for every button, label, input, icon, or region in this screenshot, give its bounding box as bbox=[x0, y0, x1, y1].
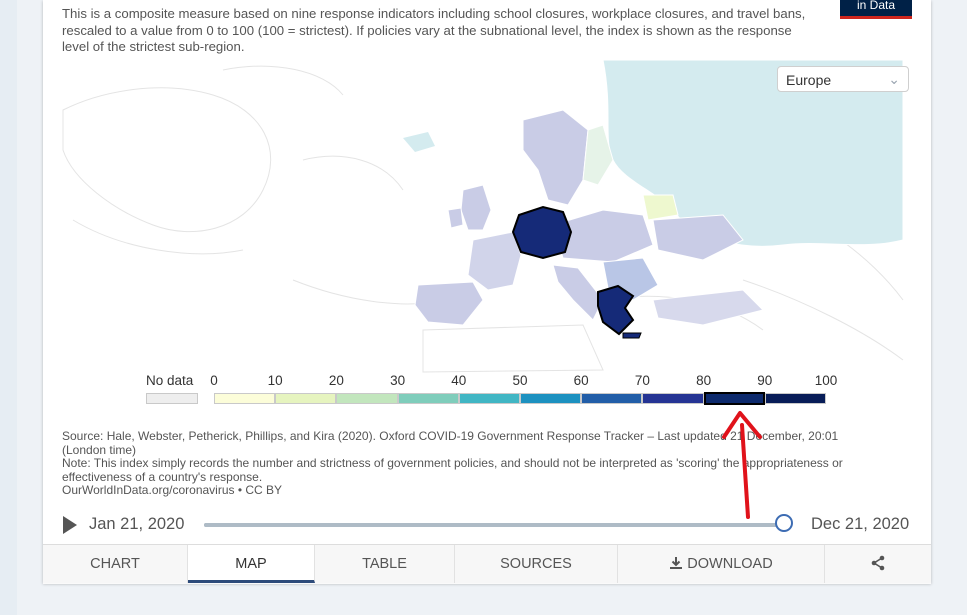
license-line[interactable]: OurWorldInData.org/coronavirus • CC BY bbox=[62, 483, 283, 498]
legend-tick-label: 70 bbox=[634, 373, 650, 388]
country-norway-sweden[interactable] bbox=[522, 109, 589, 206]
legend-bin-swatch[interactable] bbox=[336, 393, 398, 404]
chart-card: This is a composite measure based on nin… bbox=[43, 0, 931, 584]
tab-bar: CHART MAP TABLE SOURCES DOWNLOAD bbox=[43, 544, 931, 584]
tab-download[interactable]: DOWNLOAD bbox=[618, 545, 825, 583]
legend-tick-label: 100 bbox=[814, 373, 838, 388]
tab-chart[interactable]: CHART bbox=[43, 545, 188, 583]
source-note: Source: Hale, Webster, Petherick, Philli… bbox=[62, 429, 882, 498]
country-spain[interactable] bbox=[414, 281, 484, 326]
legend-tick-label: 90 bbox=[757, 373, 773, 388]
tab-table[interactable]: TABLE bbox=[315, 545, 455, 583]
legend-tick-label: 40 bbox=[451, 373, 467, 388]
tab-map-label: MAP bbox=[235, 556, 267, 572]
tab-download-label: DOWNLOAD bbox=[687, 556, 773, 572]
country-uk[interactable] bbox=[460, 184, 492, 231]
country-turkey[interactable] bbox=[652, 289, 764, 326]
legend-tick-label: 20 bbox=[328, 373, 344, 388]
legend-tick-label: 50 bbox=[512, 373, 528, 388]
legend-bin-swatch[interactable] bbox=[642, 393, 704, 404]
legend-no-data-label: No data bbox=[146, 373, 194, 388]
country-poland-area[interactable] bbox=[552, 209, 654, 263]
country-iceland[interactable] bbox=[403, 132, 435, 152]
timeline: Jan 21, 2020 Dec 21, 2020 bbox=[43, 510, 931, 540]
legend-bin-swatch[interactable] bbox=[275, 393, 337, 404]
tab-chart-label: CHART bbox=[90, 556, 140, 572]
europe-map[interactable] bbox=[43, 0, 931, 380]
share-icon bbox=[871, 555, 885, 571]
legend-no-data-swatch bbox=[146, 393, 198, 404]
country-germany[interactable] bbox=[511, 205, 573, 260]
legend-bin-swatch[interactable] bbox=[458, 393, 520, 404]
north-africa bbox=[422, 324, 604, 373]
region-select-value: Europe bbox=[786, 72, 832, 88]
timeline-track[interactable] bbox=[204, 523, 784, 527]
country-greece[interactable] bbox=[597, 284, 635, 336]
timeline-handle[interactable] bbox=[775, 514, 793, 532]
tab-share[interactable] bbox=[825, 545, 931, 583]
page-margin bbox=[0, 0, 17, 615]
tab-table-label: TABLE bbox=[362, 556, 407, 572]
note-line: Note: This index simply records the numb… bbox=[62, 456, 843, 484]
timeline-track-fill bbox=[204, 523, 784, 527]
play-icon[interactable] bbox=[63, 516, 77, 534]
region-select[interactable]: Europe ⌄ bbox=[777, 66, 909, 92]
timeline-start-date: Jan 21, 2020 bbox=[89, 515, 185, 533]
legend-bin-swatch[interactable] bbox=[397, 393, 459, 404]
country-ireland[interactable] bbox=[447, 207, 464, 229]
legend-tick-label: 10 bbox=[267, 373, 283, 388]
legend-tick-label: 60 bbox=[573, 373, 589, 388]
country-ukraine[interactable] bbox=[652, 214, 744, 261]
legend-bin-swatch[interactable] bbox=[520, 393, 582, 404]
legend-bin-swatch[interactable] bbox=[764, 393, 826, 404]
tab-sources[interactable]: SOURCES bbox=[455, 545, 618, 583]
legend-bin-swatch[interactable] bbox=[703, 392, 765, 405]
legend-tick-label: 30 bbox=[390, 373, 406, 388]
chart-subtitle: This is a composite measure based on nin… bbox=[62, 6, 806, 54]
legend-tick-label: 80 bbox=[696, 373, 712, 388]
download-icon bbox=[670, 557, 683, 569]
country-italy[interactable] bbox=[552, 264, 604, 321]
country-belarus[interactable] bbox=[642, 194, 679, 221]
source-line: Source: Hale, Webster, Petherick, Philli… bbox=[62, 429, 839, 457]
timeline-end-date: Dec 21, 2020 bbox=[811, 515, 910, 533]
legend-bin-swatch[interactable] bbox=[214, 393, 276, 404]
country-finland[interactable] bbox=[582, 124, 614, 186]
country-france[interactable] bbox=[467, 231, 522, 291]
tab-map[interactable]: MAP bbox=[188, 545, 315, 583]
tab-sources-label: SOURCES bbox=[500, 556, 572, 572]
legend-bin-swatch[interactable] bbox=[581, 393, 643, 404]
chevron-down-icon: ⌄ bbox=[888, 71, 900, 87]
legend-tick-label: 0 bbox=[210, 373, 218, 388]
owid-logo: in Data bbox=[840, 0, 912, 19]
country-crete[interactable] bbox=[622, 332, 642, 339]
